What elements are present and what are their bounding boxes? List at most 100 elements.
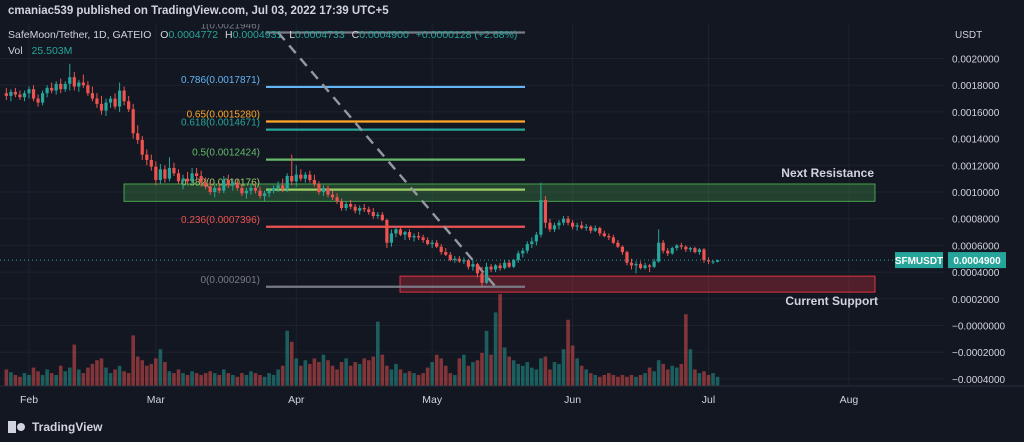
candle-body xyxy=(557,222,561,226)
volume-bar xyxy=(244,374,249,386)
time-tick-label: Jul xyxy=(702,394,715,406)
volume-bar xyxy=(90,363,95,386)
price-axis[interactable]: USDT 0.0020000 0.0018000 0.0016000 0.0014000… xyxy=(895,24,1024,412)
candle-body xyxy=(95,98,99,104)
brand-name: TradingView xyxy=(32,420,103,434)
volume-bar xyxy=(711,373,715,386)
volume-bar xyxy=(135,356,140,386)
time-axis[interactable]: Feb Mar Apr May Jun Jul Aug xyxy=(0,385,1024,406)
candle-body xyxy=(149,159,153,167)
volume-bar xyxy=(4,369,9,386)
candle-body xyxy=(385,220,389,243)
candle-body xyxy=(453,258,457,261)
volume-bar xyxy=(620,374,625,386)
candle-body xyxy=(679,245,683,247)
volume-bar xyxy=(95,360,99,386)
candle-body xyxy=(213,187,217,192)
volume-bar xyxy=(656,360,661,386)
volume-bar xyxy=(258,374,262,386)
volume-bar xyxy=(122,371,126,386)
tradingview-logo[interactable]: TradingView xyxy=(8,420,102,434)
volume-bar xyxy=(385,365,389,386)
candle-body xyxy=(267,190,271,194)
support-zone[interactable] xyxy=(399,275,876,293)
volume-value: 25.503M xyxy=(32,45,73,57)
price-chart[interactable]: Next Resistance Current Support 1(0.00219… xyxy=(0,24,1024,412)
candle-body xyxy=(285,175,289,190)
fib-label: 0(0.0002901) xyxy=(201,275,261,286)
trend-line[interactable] xyxy=(277,31,497,288)
symbol-name: SafeMoon/Tether, 1D, GATEIO xyxy=(8,29,151,41)
candle-body xyxy=(9,91,13,96)
volume-bar xyxy=(561,349,566,386)
candle-body xyxy=(321,187,326,192)
candle-body xyxy=(548,222,552,230)
footer-bar: TradingView xyxy=(0,412,1024,442)
volume-bar xyxy=(647,367,652,386)
volume-bar xyxy=(339,362,344,386)
candle-body xyxy=(86,85,90,94)
candle-body xyxy=(706,260,711,262)
candle-body xyxy=(566,218,570,223)
candle-body xyxy=(394,229,398,234)
volume-bar xyxy=(45,369,49,386)
candle-body xyxy=(534,234,538,242)
candle-body xyxy=(222,179,226,191)
candle-body xyxy=(154,166,158,180)
candle-body xyxy=(697,249,702,253)
candle-body xyxy=(45,87,49,94)
price-tick-label: 0.0010000 xyxy=(952,188,1000,199)
candle-body xyxy=(575,225,579,227)
volume-bar xyxy=(326,360,330,386)
candle-body xyxy=(253,187,258,191)
volume-bar xyxy=(72,344,77,386)
candle-body xyxy=(27,89,31,94)
volume-bar xyxy=(480,352,484,386)
candle-body xyxy=(484,266,489,283)
legend: SafeMoon/Tether, 1D, GATEIO O0.0004772 H… xyxy=(8,29,517,57)
candle-body xyxy=(448,254,452,261)
volume-bar xyxy=(335,369,339,386)
volume-bar xyxy=(181,373,185,386)
candle-body xyxy=(580,225,584,229)
volume-bar xyxy=(18,376,22,386)
volume-bar xyxy=(425,367,430,386)
candle-body xyxy=(376,214,380,217)
volume-bar xyxy=(534,369,539,386)
trendline xyxy=(277,31,497,288)
close-value: 0.0004900 xyxy=(359,29,409,41)
volume-bar xyxy=(176,369,181,386)
publish-info: cmaniac539 published on TradingView.com,… xyxy=(8,5,389,17)
candle-body xyxy=(262,193,267,197)
volume-bar xyxy=(113,369,117,386)
symbol-tag-bg xyxy=(895,252,943,269)
volume-bar xyxy=(154,358,158,386)
volume-bar xyxy=(557,363,561,386)
volume-bar xyxy=(289,341,294,386)
volume-bar xyxy=(570,345,575,386)
candle-body xyxy=(475,264,480,274)
volume-bar xyxy=(172,373,176,386)
candle-body xyxy=(185,178,190,182)
volume-bar xyxy=(276,369,280,386)
volume-bar xyxy=(507,356,511,386)
volume-bar xyxy=(607,373,611,386)
candle-body xyxy=(190,173,194,182)
volume-bar xyxy=(217,374,222,386)
time-tick-label: Mar xyxy=(147,394,166,406)
candle-body xyxy=(235,182,239,188)
volume-bar xyxy=(262,376,267,386)
volume-bar xyxy=(665,369,670,386)
fib-label: 0.5(0.0012424) xyxy=(192,148,260,159)
candle-body xyxy=(276,185,280,188)
candle-body xyxy=(195,173,199,176)
candle-body xyxy=(661,242,665,251)
resistance-zone[interactable] xyxy=(123,183,876,202)
volume-bar xyxy=(543,356,548,386)
price-axis-bg xyxy=(944,24,1024,412)
volume-bar xyxy=(661,363,665,386)
candle-body xyxy=(607,236,611,238)
candle-body xyxy=(584,226,588,229)
volume-bar xyxy=(493,312,498,386)
candle-body xyxy=(36,98,40,103)
